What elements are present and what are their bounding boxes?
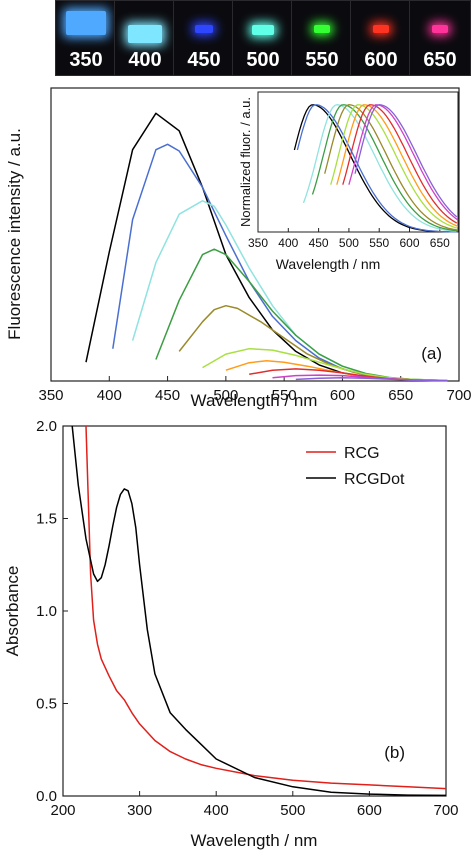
inset-series-6 xyxy=(336,104,459,227)
chart-b-xtick-label: 500 xyxy=(280,802,305,819)
photo-glow-600 xyxy=(373,25,389,33)
photo-label-400: 400 xyxy=(128,49,162,71)
chart-a-frame xyxy=(50,87,460,382)
chart-a-xtick-label: 600 xyxy=(330,387,355,404)
chart-b-ytick-label: 1.5 xyxy=(36,511,57,528)
legend-rcg-label: RCG xyxy=(344,445,380,462)
legend-rcgdot-label: RCGDot xyxy=(344,471,405,488)
emission-photo-strip: 350 400 450 500 550 600 650 xyxy=(0,0,474,78)
inset-series-8 xyxy=(348,104,459,221)
chart-b-xlabel: Wavelength / nm xyxy=(191,831,318,850)
chart-b-xtick-label: 200 xyxy=(50,802,75,819)
chart-a-ylabel: Fluorescence intensity / a.u. xyxy=(5,128,24,340)
chart-b-xtick-label: 600 xyxy=(357,802,382,819)
inset-xtick-label: 400 xyxy=(278,236,298,250)
inset-series-9 xyxy=(354,104,458,218)
inset-xtick-label: 650 xyxy=(430,236,450,250)
photo-tile-450: 450 xyxy=(173,0,235,76)
chart-b-xtick-label: 300 xyxy=(127,802,152,819)
chart-b-ylabel: Absorbance xyxy=(3,566,22,657)
photo-label-550: 550 xyxy=(305,49,339,71)
photo-label-450: 450 xyxy=(187,49,221,71)
photo-tile-400: 400 xyxy=(114,0,176,76)
chart-b-legend: RCG RCGDot xyxy=(306,445,405,488)
photo-glow-450 xyxy=(195,25,213,33)
photo-tile-500: 500 xyxy=(232,0,294,76)
chart-b-absorbance: 200 300 400 500 600 700 0.0 0.5 1.0 1.5 2.0 RCG R… xyxy=(3,418,459,850)
photo-tile-600: 600 xyxy=(350,0,412,76)
chart-b-ytick-label: 2.0 xyxy=(36,418,57,435)
inset-xtick-label: 350 xyxy=(248,236,268,250)
chart-b-panel-label: (b) xyxy=(384,743,405,762)
inset-series-3 xyxy=(311,104,459,232)
inset-series-4 xyxy=(324,104,459,231)
inset-xtick-label: 450 xyxy=(309,236,329,250)
inset-xtick-label: 550 xyxy=(369,236,389,250)
photo-glow-550 xyxy=(314,25,330,33)
chart-a-xtick-label: 400 xyxy=(97,387,122,404)
chart-b-ytick-label: 1.0 xyxy=(36,603,57,620)
photo-tile-550: 550 xyxy=(291,0,353,76)
chart-b-xtick-label: 400 xyxy=(204,802,229,819)
inset-series-5 xyxy=(330,104,457,229)
inset-ylabel: Normalized fluor. / a.u. xyxy=(238,97,253,227)
photo-glow-400 xyxy=(128,25,162,43)
chart-a-xtick-label: 500 xyxy=(213,387,238,404)
photo-label-650: 650 xyxy=(423,49,457,71)
photo-tile-650: 650 xyxy=(409,0,471,76)
chart-b-ytick-label: 0.5 xyxy=(36,696,57,713)
inset-series-1 xyxy=(296,104,458,233)
chart-a-xlabel: Wavelength / nm xyxy=(191,391,318,410)
photo-label-500: 500 xyxy=(246,49,280,71)
photo-label-600: 600 xyxy=(364,49,398,71)
inset-xlabel: Wavelength / nm xyxy=(276,256,381,272)
inset-xtick-label: 600 xyxy=(399,236,419,250)
chart-a-xtick-label: 550 xyxy=(272,387,297,404)
photo-tile-350: 350 xyxy=(55,0,117,76)
chart-a-panel-label: (a) xyxy=(421,344,442,363)
chart-b-series-rcg xyxy=(85,425,447,790)
photo-glow-350 xyxy=(66,11,106,35)
chart-b-series-rcgdot xyxy=(71,425,447,797)
chart-b-xtick-label: 700 xyxy=(433,802,458,819)
chart-a-xtick-label: 350 xyxy=(38,387,63,404)
photo-label-350: 350 xyxy=(69,49,103,71)
chart-a-xtick-label: 450 xyxy=(155,387,180,404)
photo-glow-500 xyxy=(252,25,274,35)
chart-a-fluorescence: 350 400 450 500 550 600 650 700 (a) Wavelength … xyxy=(5,87,472,410)
chart-a-xtick-label: 650 xyxy=(388,387,413,404)
chart-a-series-620 xyxy=(295,377,448,382)
photo-glow-650 xyxy=(432,25,448,33)
inset-xtick-label: 500 xyxy=(339,236,359,250)
inset-series-2 xyxy=(302,104,457,232)
chart-b-ytick-label: 0.0 xyxy=(36,788,57,805)
chart-a-xtick-label: 700 xyxy=(446,387,471,404)
inset-series-7 xyxy=(342,104,458,224)
